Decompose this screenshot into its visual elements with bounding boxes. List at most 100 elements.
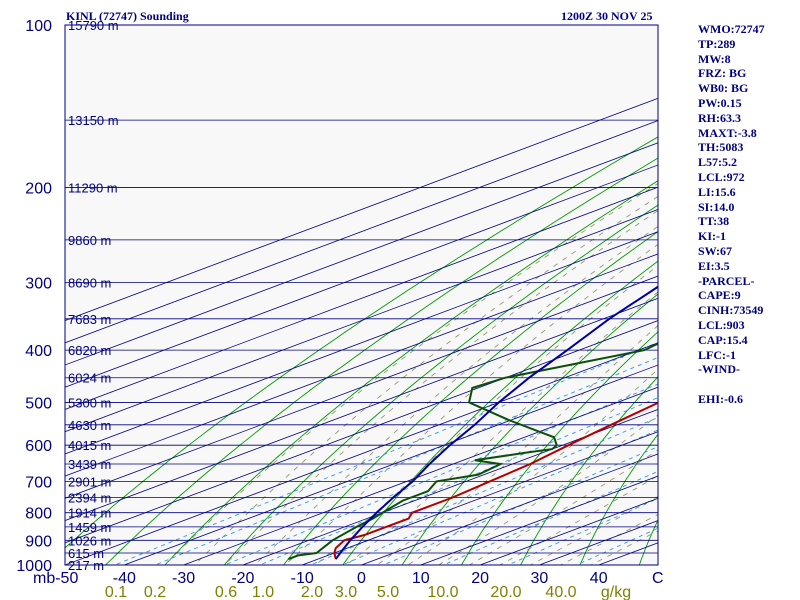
index-value: EHI:-0.6 [698, 391, 743, 406]
temperature-tick-label: -20 [231, 570, 254, 587]
index-value: CAPE:9 [698, 288, 741, 303]
moist-adiabat-line [529, 496, 658, 565]
parcel-trace [334, 285, 658, 560]
chart-title: KINL (72747) Sounding [66, 9, 189, 23]
index-value: LFC:-1 [698, 347, 736, 362]
index-value: -WIND- [698, 362, 740, 377]
isotherm-line [65, 142, 658, 366]
mixing-ratio-label: 0.2 [144, 584, 166, 600]
isotherm-line [65, 297, 658, 521]
temperature-tick-label: 40 [590, 570, 608, 587]
isotherm-line [419, 475, 658, 565]
height-label: 13150 m [68, 113, 119, 128]
mixing-ratio-label: 0.6 [215, 584, 237, 600]
isotherm-line [65, 231, 658, 455]
index-value: MW:8 [698, 51, 731, 66]
height-label: 8690 m [68, 276, 111, 291]
isotherm-line [65, 209, 658, 433]
temperature-tick-label: 30 [531, 570, 549, 587]
moist-adiabat-line [193, 195, 658, 565]
isotherm-line [65, 320, 658, 544]
mixing-ratio-label: 1.0 [252, 584, 274, 600]
dry-adiabat-line [579, 433, 658, 565]
index-value: PW:0.15 [698, 95, 742, 110]
temperature-trace [333, 401, 658, 560]
moist-adiabat-line [437, 414, 658, 565]
temperature-tick-label: 0 [357, 570, 366, 587]
mixing-ratio-label: 5.0 [377, 584, 399, 600]
pressure-tick-label: 700 [25, 474, 52, 491]
height-label: 1459 m [68, 520, 111, 535]
isotherm-line [65, 253, 658, 477]
dry-adiabats [65, 136, 658, 565]
height-label: 2394 m [68, 491, 111, 506]
dry-adiabat-line [401, 293, 658, 565]
pressure-tick-label: 800 [25, 506, 52, 523]
temperature-tick-label: 20 [471, 570, 489, 587]
height-label: 6024 m [68, 371, 111, 386]
chart-datetime: 1200Z 30 NOV 25 [561, 9, 652, 23]
pressure-tick-label: 900 [25, 533, 52, 550]
isotherm-line [241, 409, 658, 565]
isotherm-line [65, 164, 658, 388]
temperature-tick-label: -10 [291, 570, 314, 587]
mixing-ratio-line [575, 527, 658, 565]
height-label: 6820 m [68, 343, 111, 358]
mixing-ratio-label: g/kg [601, 584, 631, 600]
isotherm-line [65, 275, 658, 499]
index-value [698, 377, 798, 392]
height-label: 1026 m [68, 533, 111, 548]
index-value: SW:67 [698, 243, 733, 258]
moist-adiabat-line [314, 265, 658, 565]
height-label: 11290 m [68, 181, 118, 196]
isotherm-line [182, 386, 658, 565]
dry-adiabat-line [520, 376, 658, 565]
height-label: 615 m [68, 546, 104, 561]
moist-adiabat-line [253, 225, 658, 565]
plot-border [64, 24, 659, 566]
dry-adiabat-line [460, 331, 658, 565]
index-value: WB0: BG [698, 81, 749, 96]
isotherm-line [65, 120, 658, 344]
pressure-tick-label: 100 [25, 18, 52, 35]
mixing-ratio-label: 0.1 [105, 584, 127, 600]
moist-adiabat-line [223, 210, 658, 565]
moist-adiabat-line [499, 475, 658, 565]
dry-adiabat-line [638, 519, 658, 565]
mixing-ratio-axis: 0.1 0.2 0.6 1.0 2.0 3.0 5.0 10.0 20.0 40.0 g/kg [105, 584, 631, 600]
index-value: TP:289 [698, 36, 736, 51]
index-value: -PARCEL- [698, 273, 755, 288]
index-value: CINH:73549 [698, 303, 764, 318]
mixing-ratio-label: 2.0 [301, 584, 323, 600]
moist-adiabat-line [407, 368, 658, 565]
height-label: 4015 m [68, 438, 111, 453]
mixing-ratio-label: 40.0 [545, 584, 576, 600]
temperature-tick-label: C [652, 570, 664, 587]
isotherm-line [123, 364, 658, 565]
index-value: KI:-1 [698, 229, 726, 244]
dry-adiabat-line [342, 260, 658, 565]
pressure-axis: 100 200 300 400 500 600 700 800 900 1000 [16, 18, 52, 575]
height-label: 1914 m [68, 506, 111, 521]
pressure-tick-label: 500 [25, 395, 52, 412]
mixing-ratio-label: 3.0 [335, 584, 357, 600]
mixing-ratio-label: 10.0 [427, 584, 458, 600]
isotherm-line [65, 97, 658, 321]
height-label: 7683 m [68, 312, 111, 327]
index-value: FRZ: BG [698, 66, 747, 81]
index-value: CAP:15.4 [698, 332, 748, 347]
height-label: 3439 m [68, 457, 111, 472]
temperature-tick-label: -30 [172, 570, 195, 587]
index-value: EI:3.5 [698, 258, 730, 273]
pressure-tick-label: 200 [25, 181, 52, 198]
index-value: LI:15.6 [698, 184, 736, 199]
isotherm-line [301, 431, 658, 565]
temperature-tick-label: 10 [412, 570, 430, 587]
index-value: L57:5.2 [698, 155, 737, 170]
height-label: 9860 m [68, 233, 111, 248]
plot-background [65, 25, 658, 565]
index-value: LCL:972 [698, 169, 745, 184]
pressure-tick-label: 400 [25, 343, 52, 360]
dewpoint-trace [288, 342, 658, 561]
